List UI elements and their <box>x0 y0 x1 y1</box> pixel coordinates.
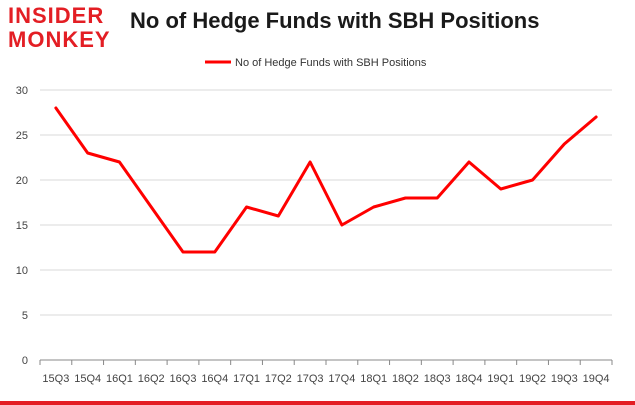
bottom-accent-bar <box>0 401 635 405</box>
logo-line2: MONKEY <box>8 27 111 52</box>
series-line <box>54 106 598 254</box>
x-tick-label: 19Q3 <box>551 373 578 385</box>
x-tick-label: 18Q3 <box>424 373 451 385</box>
x-tick-label: 15Q3 <box>42 373 69 385</box>
x-tick-label: 17Q1 <box>233 373 260 385</box>
y-tick-label: 30 <box>16 85 28 97</box>
insider-monkey-logo: INSIDER MONKEY <box>8 4 120 52</box>
x-tick-label: 19Q1 <box>487 373 514 385</box>
x-tick-label: 16Q1 <box>106 373 133 385</box>
x-tick-label: 17Q4 <box>328 373 355 385</box>
chart-title: No of Hedge Funds with SBH Positions <box>130 8 540 33</box>
y-tick-label: 20 <box>16 175 28 187</box>
x-tick-label: 18Q1 <box>360 373 387 385</box>
y-tick-label: 10 <box>16 265 28 277</box>
y-tick-label: 5 <box>22 310 28 322</box>
y-tick-label: 0 <box>22 355 28 367</box>
x-tick-label: 16Q4 <box>201 373 228 385</box>
x-tick-label: 17Q3 <box>297 373 324 385</box>
x-tick-label: 19Q4 <box>583 373 610 385</box>
x-tick-label: 17Q2 <box>265 373 292 385</box>
y-tick-label: 15 <box>16 220 28 232</box>
x-tick-label: 18Q2 <box>392 373 419 385</box>
x-tick-label: 19Q2 <box>519 373 546 385</box>
x-tick-label: 16Q2 <box>138 373 165 385</box>
x-tick-label: 16Q3 <box>170 373 197 385</box>
logo-line1: INSIDER <box>8 3 105 28</box>
y-tick-label: 25 <box>16 130 28 142</box>
legend-label: No of Hedge Funds with SBH Positions <box>235 57 427 69</box>
x-tick-label: 15Q4 <box>74 373 101 385</box>
x-tick-label: 18Q4 <box>456 373 483 385</box>
